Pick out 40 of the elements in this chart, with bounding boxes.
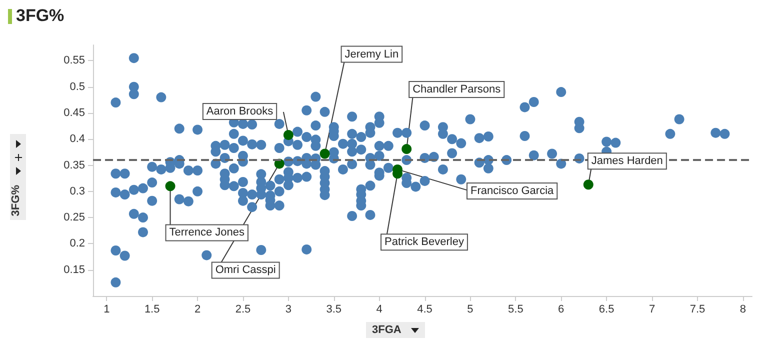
point: [283, 130, 294, 140]
x-tick-label: 7.5: [690, 304, 706, 316]
x-tick-label: 3: [285, 304, 292, 316]
y-axis-title: 3FG%: [10, 184, 22, 218]
y-tick-label: 0.5: [70, 80, 85, 93]
x-tick-label: 5: [467, 304, 474, 316]
x-axis-title: 3FGA: [372, 324, 402, 336]
x-tick-label: 1: [104, 304, 110, 316]
annotation: Omri Casspi: [215, 264, 276, 276]
x-tick-label: 2: [194, 304, 201, 316]
point: [583, 180, 594, 190]
x-tick-label: 5.5: [508, 304, 524, 316]
y-tick-label: 0.25: [64, 212, 85, 224]
y-tick-label: 0.2: [70, 238, 85, 250]
x-tick-label: 7: [648, 304, 656, 316]
annotation: Terrence Jones: [169, 226, 245, 239]
annotation: Francisco Garcia: [470, 184, 555, 197]
annotation: Patrick Beverley: [384, 236, 464, 248]
point: [165, 181, 176, 192]
y-tick-label: 0.4: [70, 133, 85, 146]
y-tick-label: 0.35: [64, 159, 85, 172]
x-tick-label: 4.5: [417, 304, 432, 316]
annotation: Chandler Parsons: [412, 84, 502, 96]
point: [402, 144, 412, 154]
x-tick-label: 6: [558, 304, 564, 316]
y-tick-label: 0.45: [64, 106, 85, 119]
point: [320, 148, 330, 159]
x-tick-label: 8: [740, 304, 746, 316]
annotation: Aaron Brooks: [206, 105, 274, 118]
y-tick-label: 0.3: [70, 185, 85, 198]
x-tick-label: 2.5: [235, 304, 251, 316]
x-tick-label: 1.5: [144, 304, 160, 316]
x-tick-label: 6.5: [598, 304, 614, 316]
y-tick-label: 0.15: [64, 264, 85, 276]
y-tick-label: 0.55: [64, 54, 85, 67]
annotation: Jeremy Lin: [344, 48, 399, 60]
x-tick-label: 4: [376, 304, 382, 316]
annotation: James Harden: [591, 155, 663, 168]
x-tick-label: 3.5: [326, 304, 342, 316]
chart-title: 3FG%: [16, 6, 64, 26]
